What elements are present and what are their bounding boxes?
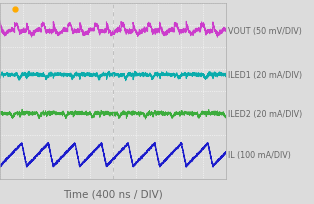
Text: Time (400 ns / DIV): Time (400 ns / DIV) xyxy=(63,189,163,199)
Text: VOUT (50 mV/DIV): VOUT (50 mV/DIV) xyxy=(228,27,301,36)
Text: ILED2 (20 mA/DIV): ILED2 (20 mA/DIV) xyxy=(228,109,302,118)
Text: IL (100 mA/DIV): IL (100 mA/DIV) xyxy=(228,151,290,160)
Text: ILED1 (20 mA/DIV): ILED1 (20 mA/DIV) xyxy=(228,71,302,80)
